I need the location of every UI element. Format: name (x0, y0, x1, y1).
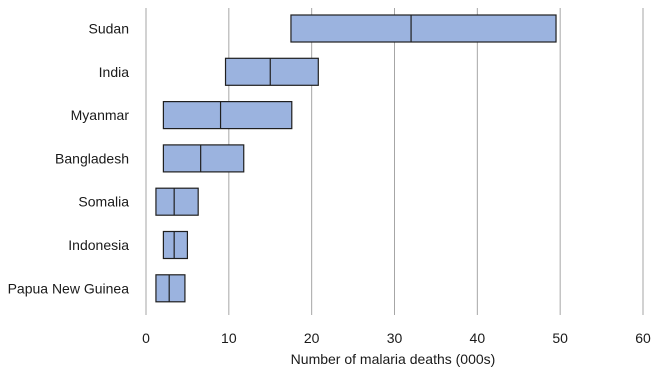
x-tick-label-40: 40 (470, 330, 486, 346)
category-label-5: Indonesia (68, 237, 129, 253)
range-box-2 (162, 100, 293, 130)
category-label-0: Sudan (89, 21, 129, 37)
x-tick-label-30: 30 (387, 330, 403, 346)
category-labels: Sudan India Myanmar Bangladesh Somalia Indone… (8, 21, 130, 297)
range-box-3 (162, 144, 245, 173)
category-label-6: Papua New Guinea (8, 280, 130, 296)
category-label-3: Bangladesh (55, 150, 129, 166)
range-box-1 (224, 57, 319, 86)
range-box-5 (162, 230, 189, 260)
x-tick-label-60: 60 (635, 330, 651, 346)
x-axis-label: Number of malaria deaths (000s) (291, 351, 496, 367)
x-tick-label-50: 50 (552, 330, 568, 346)
range-box-4 (155, 187, 199, 216)
range-boxes (155, 14, 557, 303)
category-label-1: India (99, 64, 130, 80)
x-tick-labels: 0 10 20 30 40 50 60 (142, 330, 651, 346)
category-label-2: Myanmar (71, 107, 130, 123)
x-tick-label-0: 0 (142, 330, 150, 346)
x-tick-label-10: 10 (221, 330, 237, 346)
category-label-4: Somalia (78, 194, 129, 210)
x-tick-label-20: 20 (304, 330, 320, 346)
range-box-6 (155, 274, 186, 303)
range-box-0 (290, 14, 557, 43)
